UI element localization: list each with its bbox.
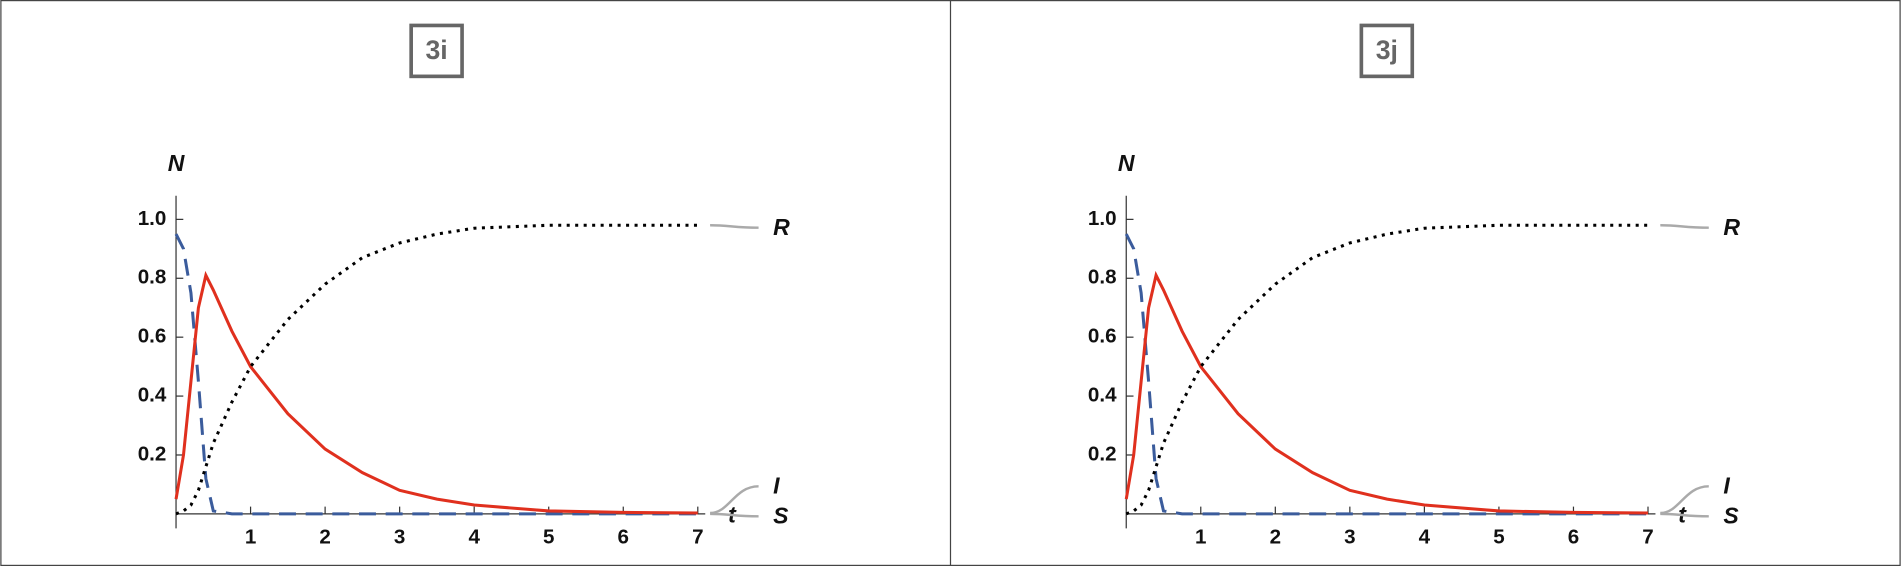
y-axis-label: N bbox=[168, 150, 186, 176]
label-leader bbox=[710, 224, 759, 229]
series-line bbox=[1125, 223, 1649, 516]
y-tick-label: 0.6 bbox=[138, 325, 167, 348]
title-box bbox=[1359, 23, 1415, 79]
x-tick-label: 7 bbox=[692, 526, 703, 549]
y-tick-label: 1.0 bbox=[138, 207, 167, 230]
series-line bbox=[174, 270, 698, 515]
x-tick-label: 1 bbox=[245, 526, 256, 549]
x-tick-label: 6 bbox=[618, 526, 629, 549]
x-tick-label: 3 bbox=[1344, 526, 1355, 549]
series-label: I bbox=[773, 473, 780, 499]
y-tick-label: 0.2 bbox=[138, 442, 167, 465]
x-tick-label: 1 bbox=[1195, 526, 1206, 549]
x-tick-label: 7 bbox=[1642, 526, 1653, 549]
x-tick-label: 4 bbox=[468, 526, 480, 549]
series-line bbox=[175, 223, 698, 516]
x-tick-label: 4 bbox=[1419, 526, 1431, 549]
y-tick-label: 0.4 bbox=[1088, 384, 1117, 407]
x-tick-label: 6 bbox=[1568, 526, 1579, 549]
series-label: S bbox=[1723, 503, 1739, 529]
x-tick-label: 3 bbox=[394, 526, 405, 549]
label-leader bbox=[1660, 512, 1709, 518]
series-line bbox=[1124, 233, 1649, 516]
y-tick-label: 0.6 bbox=[1088, 325, 1117, 348]
label-leader bbox=[1660, 224, 1709, 229]
series-line bbox=[174, 233, 698, 516]
x-tick-label: 2 bbox=[319, 526, 330, 549]
x-tick-label: 5 bbox=[543, 526, 554, 549]
series-line bbox=[1124, 270, 1649, 515]
series-label: S bbox=[773, 503, 789, 529]
y-tick-label: 0.8 bbox=[138, 266, 167, 289]
y-axis-label: N bbox=[1118, 150, 1136, 176]
label-leader bbox=[1660, 485, 1709, 515]
y-tick-label: 0.4 bbox=[138, 384, 167, 407]
chart-title: 3j bbox=[1376, 35, 1398, 65]
title-box bbox=[409, 23, 464, 79]
series-label: R bbox=[773, 214, 790, 240]
label-leader bbox=[710, 512, 759, 518]
label-leader bbox=[709, 485, 759, 515]
series-label: R bbox=[1723, 214, 1740, 240]
chart-title: 3i bbox=[425, 35, 447, 65]
y-tick-label: 0.8 bbox=[1088, 266, 1117, 289]
y-tick-label: 0.2 bbox=[1088, 442, 1117, 465]
y-tick-label: 1.0 bbox=[1088, 207, 1117, 230]
x-tick-label: 5 bbox=[1493, 526, 1504, 549]
x-tick-label: 2 bbox=[1270, 526, 1281, 549]
series-label: I bbox=[1723, 473, 1730, 499]
